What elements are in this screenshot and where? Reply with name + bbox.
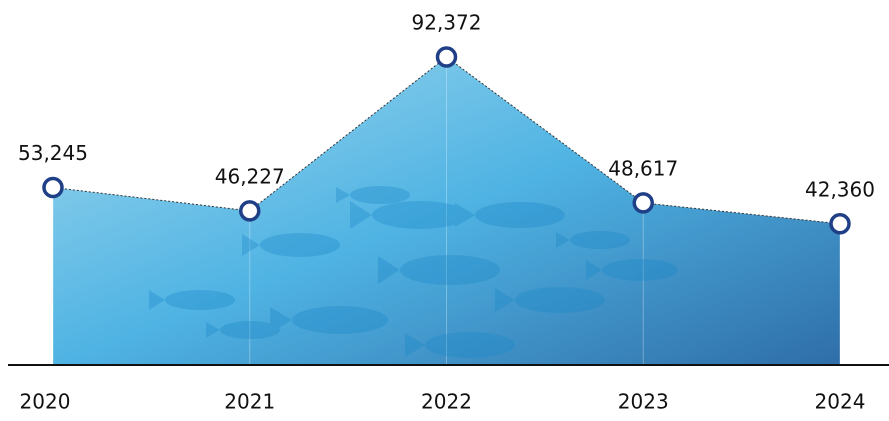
area: [53, 57, 840, 365]
fish-decoration: [149, 186, 678, 358]
x-tick-label: 2024: [815, 390, 866, 414]
data-label: 46,227: [215, 164, 285, 188]
x-tick-label: 2022: [421, 390, 472, 414]
x-tick-label: 2023: [618, 390, 669, 414]
point-marker: [829, 213, 851, 235]
point-marker: [42, 176, 64, 199]
point-marker: [435, 46, 458, 68]
x-tick-label: 2021: [224, 390, 275, 414]
area-layer: [52, 57, 841, 365]
data-label: 53,245: [18, 141, 88, 165]
x-tick-label: 2020: [20, 390, 71, 414]
data-label: 42,360: [805, 177, 875, 201]
data-label: 92,372: [412, 11, 482, 35]
line: [52, 56, 841, 225]
data-label: 48,617: [608, 156, 678, 180]
point-marker: [239, 200, 261, 222]
point-marker: [632, 192, 654, 214]
